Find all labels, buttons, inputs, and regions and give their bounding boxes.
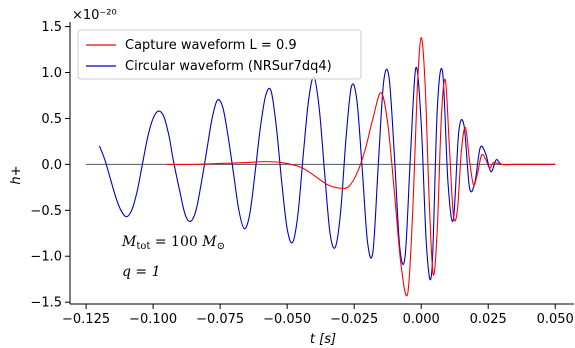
annotation-mass-eq: = 100 — [150, 234, 202, 250]
y-tick-label: 0.0 — [41, 158, 62, 173]
y-ticks: −1.5 −1.0 −0.5 0.0 0.5 1.0 1.5 — [30, 20, 70, 311]
x-tick-label: −0.100 — [129, 312, 177, 327]
series-line-circular — [98, 66, 556, 281]
y-tick-label: −0.5 — [30, 204, 62, 219]
annotation-total-mass: Mtot = 100 M⊙ — [121, 234, 225, 252]
y-tick-label: −1.5 — [30, 296, 62, 311]
x-tick-label: −0.125 — [62, 312, 110, 327]
annotation-mass-base: M — [121, 234, 137, 250]
x-tick-label: −0.075 — [196, 312, 244, 327]
y-tick-label: 0.5 — [41, 112, 62, 127]
y-scale-factor: ×10⁻²⁰ — [72, 8, 117, 23]
legend-label-circular: Circular waveform (NRSur7dq4) — [125, 59, 332, 74]
legend-box — [77, 29, 362, 80]
annotation-mass-ratio: q = 1 — [122, 264, 161, 280]
y-tick-label: 1.0 — [41, 66, 62, 81]
series-line-capture — [166, 37, 556, 297]
legend: Capture waveform L = 0.9 Circular wavefo… — [77, 29, 362, 80]
annotation-mass-sun: M — [201, 234, 217, 250]
x-tick-label: 0.050 — [537, 312, 574, 327]
x-axis-label-text: t [s] — [310, 332, 336, 347]
annotation-mass-sun-sub: ⊙ — [217, 241, 225, 252]
x-axis-label: t [s] — [310, 332, 336, 347]
y-tick-label: 1.5 — [41, 20, 62, 35]
x-tick-label: 0.025 — [470, 312, 507, 327]
plot-area — [86, 37, 556, 297]
annotation-mass-sub: tot — [136, 241, 150, 252]
series-layer — [98, 37, 556, 297]
x-tick-label: −0.025 — [330, 312, 378, 327]
y-tick-label: −1.0 — [30, 250, 62, 265]
y-axis-label: h+ — [9, 165, 24, 184]
legend-label-capture: Capture waveform L = 0.9 — [125, 38, 297, 53]
x-tick-label: 0.000 — [403, 312, 440, 327]
x-ticks: −0.125 −0.100 −0.075 −0.050 −0.025 0.000 0.025… — [62, 304, 574, 327]
x-tick-label: −0.050 — [263, 312, 311, 327]
